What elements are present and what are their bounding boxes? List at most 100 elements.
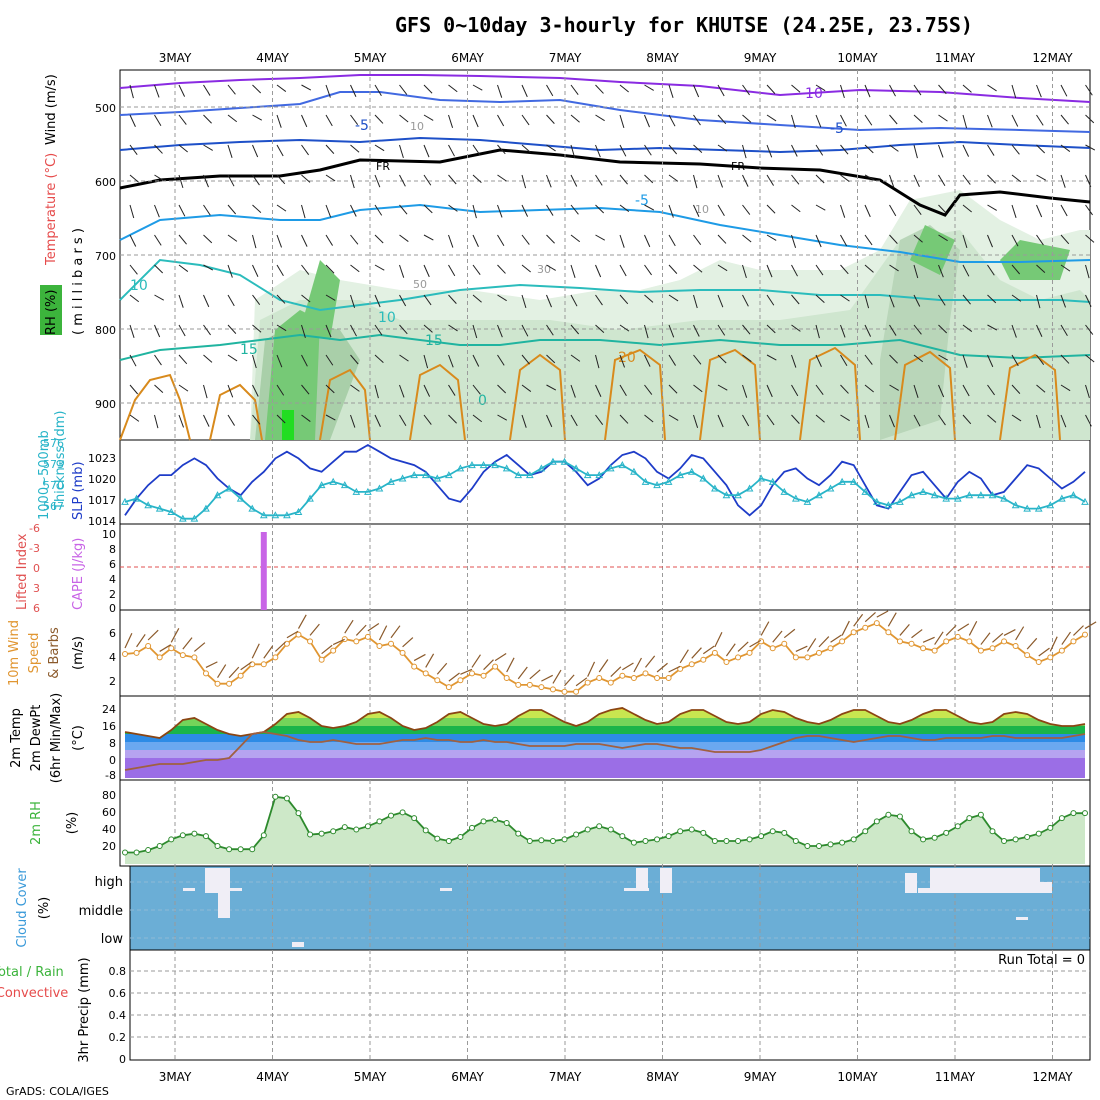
wind-barb: [610, 666, 622, 678]
date-label: 9MAY: [744, 51, 777, 65]
wind-barb: [717, 84, 725, 97]
wind-barb: [987, 234, 993, 248]
data-point: [329, 477, 338, 485]
data-point: [572, 464, 580, 472]
data-point: [885, 629, 892, 636]
wind-barb: [791, 234, 797, 248]
wind-barb: [129, 384, 139, 395]
wind-barb: [136, 634, 146, 648]
tick-label: 4: [109, 651, 116, 664]
wind-barb: [448, 174, 457, 185]
data-point: [700, 829, 707, 836]
wind-barb: [668, 414, 679, 421]
date-label: 6MAY: [451, 51, 484, 65]
wind-barb: [644, 354, 651, 367]
tick-label: 570: [43, 479, 64, 492]
wind-barb: [399, 234, 409, 242]
wind-barb: [350, 144, 360, 153]
data-point: [792, 654, 799, 661]
wind-barb: [154, 414, 159, 429]
wind-barb: [521, 234, 530, 245]
data-point: [341, 824, 348, 831]
wind-barb: [864, 234, 873, 246]
wind-barb: [178, 384, 189, 392]
wind-barb: [717, 414, 724, 428]
wind-barb: [938, 264, 944, 278]
tick-label: 0: [109, 602, 116, 615]
date-label: 7MAY: [549, 51, 582, 65]
wind-barb: [252, 264, 259, 277]
wind-barb: [668, 144, 678, 155]
wind-barb: [938, 234, 948, 242]
data-point: [375, 484, 384, 492]
wind-barb: [506, 657, 515, 673]
data-point: [943, 638, 950, 645]
wind-barb: [154, 204, 160, 218]
wind-barb: [350, 294, 356, 308]
wind-barb: [570, 294, 578, 307]
data-point: [1024, 833, 1031, 840]
data-point: [364, 823, 371, 830]
wind-barb: [194, 642, 206, 652]
wind-barb: [938, 324, 948, 334]
wind-barb: [1060, 324, 1068, 336]
wind-barb: [203, 174, 209, 188]
wind-barb: [913, 384, 919, 398]
wind-barb: [251, 643, 260, 659]
wind-barb: [913, 294, 921, 307]
wind-barb: [987, 384, 995, 396]
cape-ticks: -6 -3 0 3 6 10 8 6 4 2 0: [29, 522, 116, 615]
data-point: [306, 494, 314, 502]
wind-barb: [203, 324, 211, 336]
temp-band: [125, 718, 1085, 726]
data-point: [595, 471, 604, 479]
contour-label: -10: [800, 86, 823, 102]
temp2m-ticks: 24 16 8 0 -8: [102, 703, 116, 782]
data-point: [514, 471, 523, 479]
wind-barb: [864, 354, 873, 365]
wind-barb: [864, 264, 874, 273]
data-point: [896, 497, 904, 505]
wind-barb: [124, 633, 133, 649]
tick-label: 3: [33, 582, 40, 595]
wind-barb: [633, 657, 642, 673]
wind-barb: [815, 174, 825, 184]
wind-barb: [889, 174, 895, 188]
wind-barb: [350, 354, 359, 365]
wind-barb: [693, 204, 700, 217]
data-point: [711, 649, 718, 656]
wind-barb: [301, 114, 308, 128]
data-point: [573, 831, 580, 838]
wind-barb: [497, 114, 505, 127]
date-label: 10MAY: [837, 51, 878, 65]
wind-barb: [644, 84, 654, 91]
contour-label: FR: [731, 160, 745, 173]
wind-barb: [864, 114, 873, 126]
wind-barb: [448, 354, 454, 368]
wind-barb: [399, 204, 408, 215]
tick-label: -8: [105, 769, 116, 782]
wind-barb: [962, 384, 970, 397]
wind-barb: [154, 84, 160, 98]
data-point: [700, 656, 707, 663]
data-point: [746, 836, 753, 843]
wind-barb: [980, 632, 991, 645]
wind-barb: [742, 144, 747, 159]
cloud-label-1: Cloud Cover: [15, 868, 30, 948]
data-point: [434, 835, 441, 842]
wind-barb: [791, 264, 798, 277]
wind-barb: [815, 114, 822, 128]
wind-barb: [760, 621, 770, 636]
data-point: [1035, 659, 1042, 665]
chart-title: GFS 0~10day 3-hourly for KHUTSE (24.25E,…: [395, 13, 973, 37]
data-point: [954, 633, 961, 640]
wind-barb: [1060, 204, 1068, 217]
contour-label: 0: [478, 393, 487, 409]
wind-barb: [595, 84, 604, 94]
sounding-y-ticks: 500 600 700 800 900: [95, 102, 116, 411]
wind-barb: [521, 84, 528, 98]
data-point: [792, 838, 799, 845]
data-point: [226, 846, 233, 853]
tick-label: 1014: [88, 515, 116, 528]
